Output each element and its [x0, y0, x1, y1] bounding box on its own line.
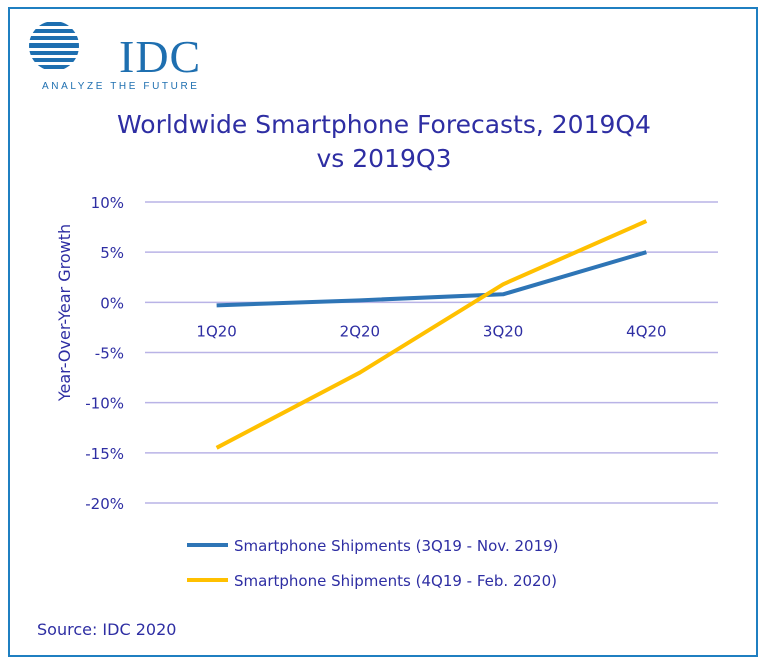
- logo-wordmark: IDC: [119, 31, 202, 82]
- idc-logo: IDC ANALYZE THE FUTURE: [22, 18, 200, 92]
- chart-title: Worldwide Smartphone Forecasts, 2019Q4 v…: [0, 108, 768, 176]
- legend-label-2: Smartphone Shipments (4Q19 - Feb. 2020): [234, 572, 557, 590]
- y-tick-label: -10%: [85, 395, 124, 413]
- legend-label-1: Smartphone Shipments (3Q19 - Nov. 2019): [234, 537, 559, 555]
- y-tick-label: -15%: [85, 445, 124, 463]
- globe-icon: [29, 22, 79, 69]
- y-tick-label: 5%: [100, 244, 124, 262]
- y-tick-label: -5%: [95, 345, 124, 363]
- chart-title-line-2: vs 2019Q3: [316, 144, 452, 173]
- series-line-1: [216, 250, 647, 308]
- logo-tagline: ANALYZE THE FUTURE: [42, 81, 200, 92]
- x-tick-label: 4Q20: [626, 322, 666, 340]
- y-tick-label: 10%: [91, 194, 124, 212]
- series-line-2: [215, 219, 648, 450]
- y-axis-label: Year-Over-Year Growth: [55, 224, 74, 402]
- x-tick-label: 2Q20: [340, 322, 380, 340]
- chart-title-line-1: Worldwide Smartphone Forecasts, 2019Q4: [117, 110, 651, 139]
- x-tick-label: 1Q20: [196, 322, 236, 340]
- x-tick-label: 3Q20: [483, 322, 523, 340]
- y-tick-label: 0%: [100, 294, 124, 312]
- source-note: Source: IDC 2020: [37, 620, 177, 639]
- y-tick-label: -20%: [85, 495, 124, 513]
- chart-frame: [8, 7, 758, 657]
